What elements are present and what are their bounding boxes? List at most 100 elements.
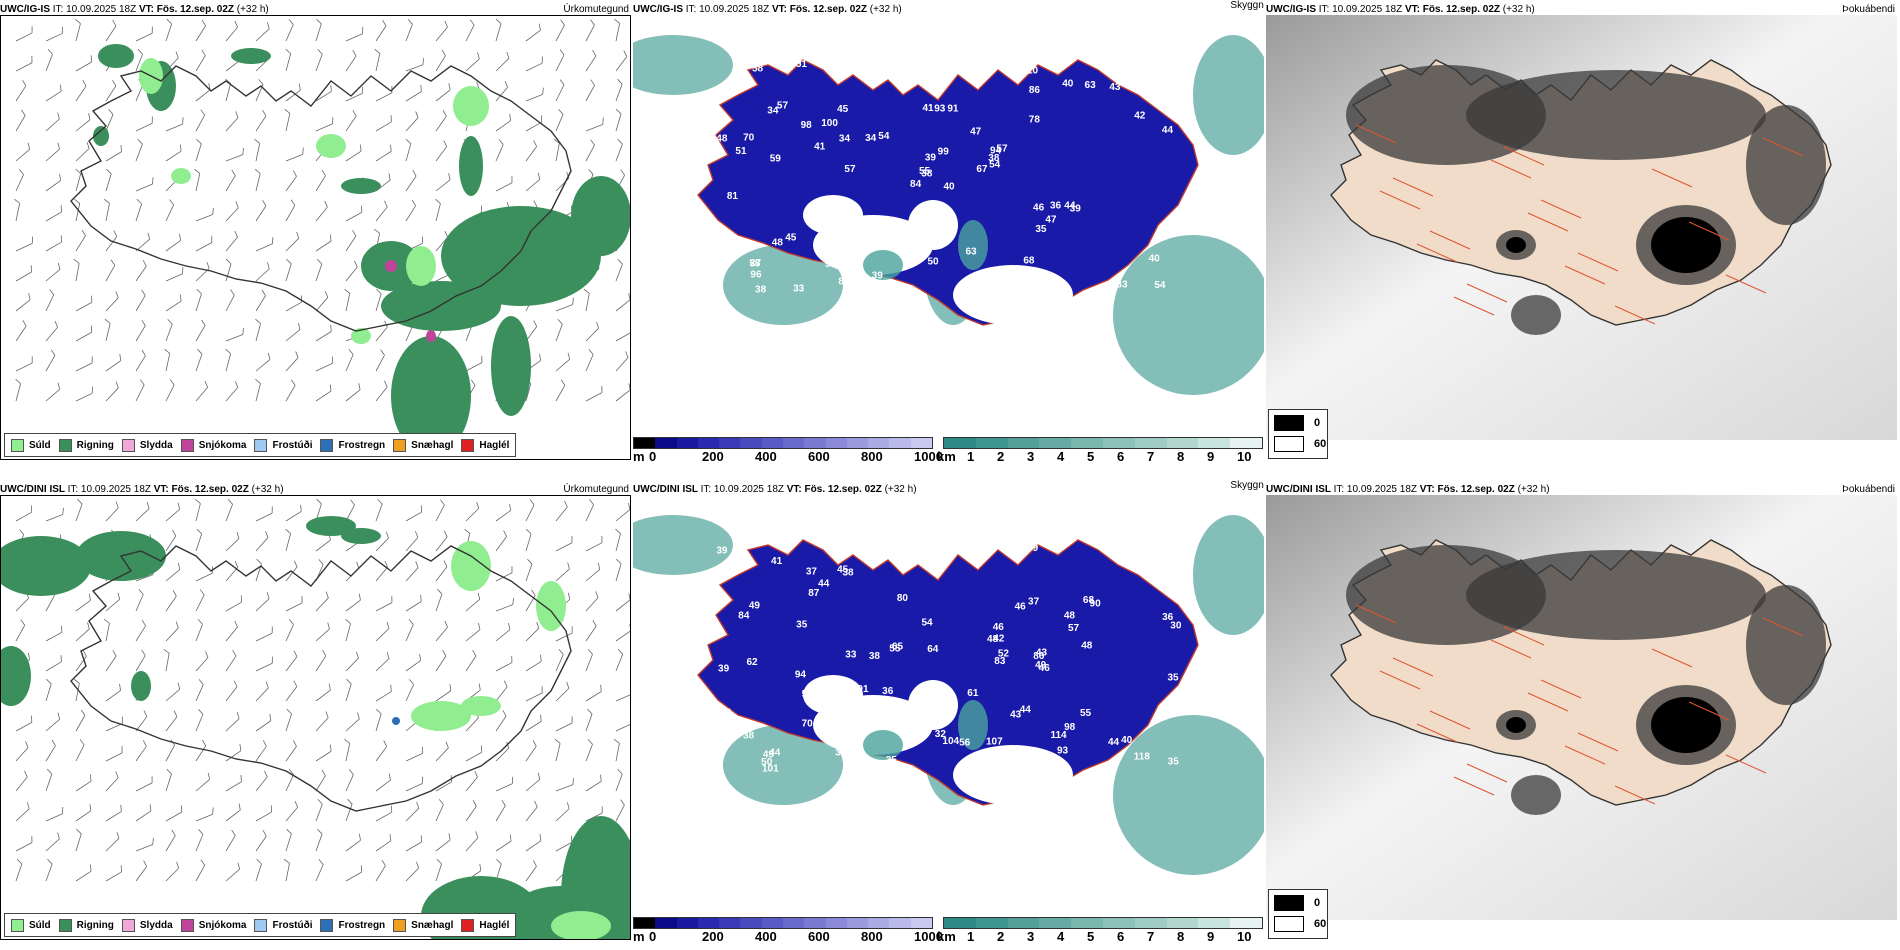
colorbar-cell [975, 918, 1008, 928]
colorbar-cell [1198, 438, 1231, 448]
visibility-value: 62 [746, 657, 758, 668]
visibility-value: 50 [761, 757, 773, 768]
legend-item: Haglél [461, 918, 510, 932]
colorbar-unit: m [633, 449, 645, 463]
visibility-value: 33 [1116, 279, 1128, 290]
legend-item: Súld [11, 438, 51, 452]
visibility-value: 99 [825, 259, 837, 270]
colorbar-tick: 0 [649, 449, 657, 463]
legend-item: Snæhagl [393, 918, 453, 932]
legend-item: Frostúði [254, 438, 312, 452]
visibility-value: 41 [974, 53, 986, 64]
visibility-value: 68 [1083, 595, 1095, 606]
visibility-value: 57 [996, 143, 1008, 154]
colorbar-cell [910, 918, 932, 928]
visibility-value: 34 [865, 133, 877, 144]
visibility-value: 86 [1029, 85, 1041, 96]
visibility-value: 54 [921, 617, 933, 628]
visibility-value: 38 [743, 730, 755, 741]
colorbar-cell [804, 438, 826, 448]
visibility-value: 35 [1168, 673, 1180, 684]
visibility-value: 58 [752, 63, 764, 74]
visibility-value: 44 [1020, 705, 1032, 716]
model-name: UWC/DINI ISL [633, 484, 701, 495]
model-name: UWC/DINI ISL [0, 484, 68, 495]
visibility-value: 110 [1022, 65, 1039, 76]
visibility-value: 78 [1029, 114, 1041, 125]
visibility-value: 46 [1033, 202, 1045, 213]
colorbar-cell [1007, 438, 1040, 448]
colorbar-cell [676, 918, 698, 928]
legend-label: Slydda [139, 919, 173, 931]
visibility-value: 46 [1039, 663, 1051, 674]
visibility-value: 39 [907, 714, 919, 725]
colorbar-cell [1198, 918, 1231, 928]
visibility-value: 104 [942, 736, 959, 747]
legend-label: Frostregn [338, 439, 386, 451]
legend-item: Rigning [58, 918, 114, 932]
panel-title: Skyggni [1230, 480, 1264, 491]
visibility-value: 38 [755, 285, 767, 296]
visibility-value: 41 [771, 556, 783, 567]
legend-swatch [121, 438, 135, 452]
visibility-value: 37 [1177, 708, 1189, 719]
legend-item: Rigning [58, 438, 114, 452]
legend-item: Snjókoma [180, 918, 246, 932]
visibility-value: 48 [716, 133, 728, 144]
visibility-value: 47 [970, 126, 982, 137]
colorbar-cell [761, 438, 783, 448]
precip-map-svg [14, 18, 631, 456]
visibility-value: 43 [1153, 543, 1165, 554]
visibility-value: 41 [1013, 758, 1025, 769]
visibility-colorbar: km 1 2 3 4 5 6 7 8 9 10 [937, 437, 1263, 463]
visibility-value: 38 [869, 651, 881, 662]
colorbar-cell [944, 438, 976, 448]
visibility-value: 58 [749, 258, 761, 269]
legend-label: Súld [29, 439, 51, 451]
model-name: UWC/IG-IS [0, 4, 53, 15]
visibility-value: 44 [1162, 125, 1174, 136]
panel-header: UWC/IG-IS IT: 10.09.2025 18Z VT: Fös. 12… [633, 0, 1264, 20]
fog-map-svg [1266, 495, 1897, 920]
visibility-value: 81 [727, 191, 739, 202]
colorbar-tick: 2 [997, 449, 1005, 463]
visibility-value: 34 [839, 133, 851, 144]
colorbar-cell [825, 438, 847, 448]
visibility-value: 57 [1068, 623, 1080, 634]
legend-swatch [121, 918, 135, 932]
colorbar-tick: 10 [1237, 449, 1252, 463]
model-name: UWC/DINI ISL [1266, 484, 1334, 495]
panel-header: UWC/DINI ISL IT: 10.09.2025 18Z VT: Fös.… [0, 480, 631, 500]
height-colorbar-strip [633, 437, 933, 449]
model-name: UWC/IG-IS [633, 4, 686, 15]
vt-label: VT: Fös. 12.sep. 02Z [153, 484, 252, 495]
visibility-value: 86 [1162, 92, 1174, 103]
colorbar-tick: 600 [808, 449, 830, 463]
colorbar-cell [1166, 438, 1199, 448]
colorbar-cell [655, 918, 677, 928]
lead-time: (+32 h) [236, 4, 269, 15]
panel-title: Skyggni [1230, 0, 1264, 11]
visibility-value: 41 [1162, 530, 1174, 541]
visibility-value: 140 [911, 527, 928, 538]
visibility-value: 44 [1064, 201, 1076, 212]
visibility-panel: UWC/IG-IS IT: 10.09.2025 18Z VT: Fös. 12… [633, 0, 1264, 463]
colorbar-cell [740, 438, 762, 448]
colorbar-tick: 1 [967, 929, 975, 943]
visibility-value: 58 [802, 689, 814, 700]
legend-label: Haglél [479, 919, 510, 931]
colorbar-cell [1007, 918, 1040, 928]
vt-label: VT: Fös. 12.sep. 02Z [786, 484, 885, 495]
visibility-value: 38 [717, 229, 729, 240]
colorbar-cell [761, 918, 783, 928]
visibility-value: 61 [1164, 533, 1176, 544]
visibility-value: 44 [769, 747, 781, 758]
colorbar-cell [782, 918, 805, 928]
colorbar-cell [655, 438, 677, 448]
fog-legend-label: 60 [1314, 918, 1327, 930]
fog-legend: 0 60 [1268, 889, 1328, 939]
visibility-value: 98 [1064, 722, 1076, 733]
visibility-value: 40 [1062, 79, 1074, 90]
lead-time: (+32 h) [869, 4, 902, 15]
legend-swatch [320, 918, 334, 932]
